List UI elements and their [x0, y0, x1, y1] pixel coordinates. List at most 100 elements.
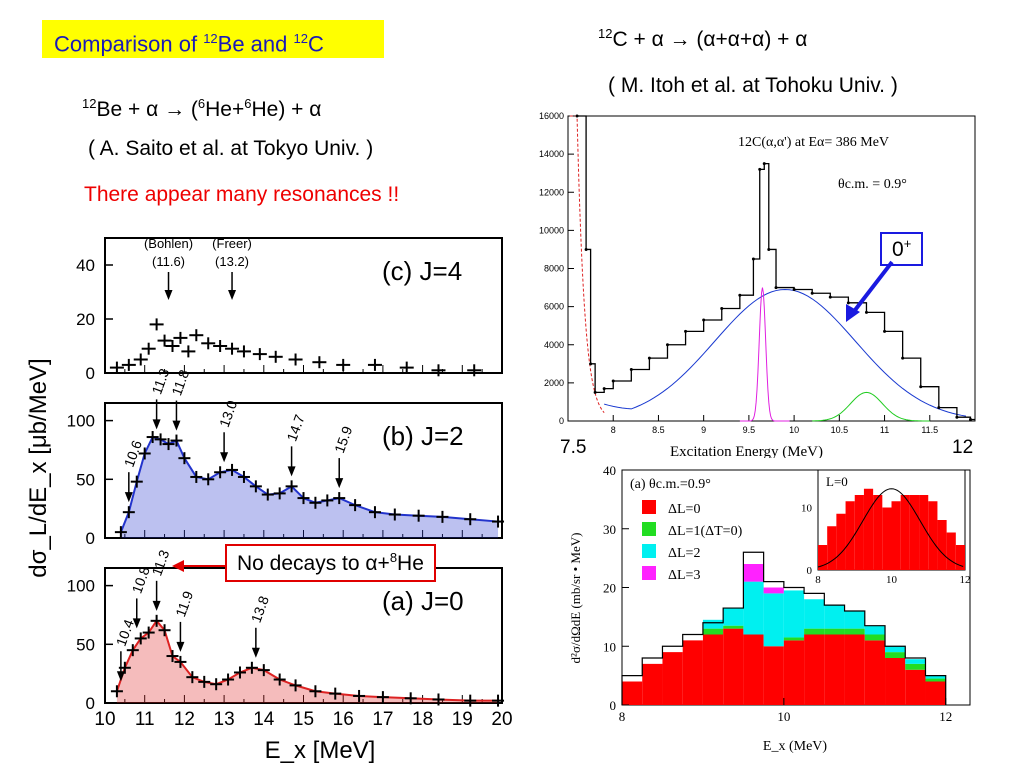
narrow-peak-fit [739, 287, 790, 422]
inset-bar [873, 495, 883, 570]
panel-label: (c) J=4 [382, 256, 462, 286]
stacked-bar [662, 652, 683, 705]
x-tick-label: 10.5 [831, 425, 849, 435]
no-decay-arrow [172, 560, 226, 572]
fit-area [120, 437, 499, 538]
x-tick-label: 11 [880, 425, 889, 435]
peak-arrowhead [176, 641, 185, 652]
x-tick-label: 10 [94, 709, 115, 730]
data-point [901, 356, 905, 360]
stacked-bar [763, 646, 784, 705]
y-tick-label: 20 [603, 581, 616, 596]
stacked-bar [864, 634, 886, 641]
legend-swatch [642, 522, 656, 536]
x-tick-label: 8 [619, 709, 626, 724]
y-tick-label: 16000 [539, 111, 564, 121]
x-tick-label: 15 [293, 709, 314, 730]
stacked-bar [723, 608, 744, 626]
data-point [751, 257, 755, 261]
x-tick-label: 20 [491, 709, 512, 730]
y-tick-label: 30 [603, 522, 616, 537]
peak-arrowhead [116, 671, 125, 682]
dl-histogram-chart: 0 10 20 30 40 8 10 12 E_x (MeV) d²σ/dΩdE (mb/sr •… [568, 463, 971, 754]
y-tick-label: 8000 [544, 264, 564, 274]
peak-label: 14.7 [283, 412, 307, 443]
data-point [955, 415, 959, 419]
stacked-bar [905, 669, 926, 705]
inset-x-tick-label: 8 [815, 574, 821, 586]
y-tick-label: 100 [67, 577, 95, 596]
stacked-bar [783, 637, 805, 641]
data-point [738, 293, 742, 297]
c12-spectrum-chart: 0 2000 4000 6000 8000 10000 12000 14000 16000 8 8.… [539, 111, 976, 458]
stacked-bar [763, 587, 784, 594]
inset-bar [928, 501, 938, 570]
x-tick-label: 12 [174, 709, 195, 730]
y-tick-label: 4000 [544, 340, 564, 350]
x-tick-label: 17 [372, 709, 393, 730]
y-tick-label: 6000 [544, 302, 564, 312]
stacked-bar [804, 634, 825, 705]
x-axis-label: Excitation Energy (MeV) [670, 444, 823, 458]
stacked-bar [682, 640, 703, 705]
stacked-bar [743, 581, 764, 635]
x-tick-label: 19 [452, 709, 473, 730]
data-point [720, 307, 724, 311]
stacked-bar [885, 652, 906, 658]
data-point [846, 301, 850, 305]
stacked-bar [824, 605, 845, 629]
inset-bar [845, 501, 855, 570]
y-tick-label: 100 [67, 412, 95, 431]
legend-label: ΔL=3 [668, 568, 700, 583]
data-histogram [577, 115, 975, 421]
x-tick-label: 11.5 [921, 425, 938, 435]
y-tick-label: 50 [76, 635, 95, 654]
stacked-bar [925, 681, 946, 705]
annotation-label: (Bohlen) [144, 236, 193, 251]
stacked-bar [905, 659, 926, 664]
y-tick-label: 40 [76, 256, 95, 275]
data-point [589, 362, 593, 366]
data-point [792, 287, 796, 291]
y-tick-label: 10 [603, 639, 616, 654]
y-tick-label: 0 [86, 364, 95, 383]
stacked-bar [702, 628, 724, 635]
total-outline [621, 551, 947, 705]
peak-arrowhead [251, 647, 260, 658]
stacked-bar [763, 593, 784, 647]
panel-label: (a) J=0 [382, 586, 464, 616]
zero-plus-arrow [846, 260, 894, 322]
inset-bar [863, 488, 874, 570]
stacked-bar [723, 625, 744, 629]
inset-bar [854, 495, 864, 570]
y-tick-label: 0 [86, 694, 95, 713]
x-tick-label: 9.5 [743, 425, 756, 435]
data-point [647, 356, 651, 360]
data-point [611, 379, 615, 383]
edge-label-right: 12 [952, 437, 973, 458]
x-tick-label: 12 [939, 709, 952, 724]
data-point [767, 247, 771, 251]
stacked-bar [885, 646, 906, 653]
inset-y-tick-label: 10 [801, 503, 813, 515]
annotation-arrowhead [228, 290, 237, 300]
annotation-value: (13.2) [215, 254, 249, 269]
y-tick-label: 0 [610, 698, 617, 713]
inset-bar [900, 495, 910, 570]
y-tick-label: 14000 [539, 149, 564, 159]
x-tick-label: 10 [777, 709, 790, 724]
stacked-bar [743, 634, 764, 705]
stacked-bar [864, 625, 886, 635]
inset-x-tick-label: 10 [886, 574, 898, 586]
stacked-bar [824, 634, 845, 705]
data-point [774, 286, 778, 290]
y-axis-label: dσ_L/dE_x [μb/MeV] [25, 358, 52, 577]
stacked-bar [804, 599, 825, 629]
legend-swatch [642, 566, 656, 580]
data-point [810, 291, 814, 295]
data-point [762, 162, 766, 166]
stacked-bar [844, 611, 865, 629]
data-point [593, 390, 597, 394]
stacked-bar [905, 663, 926, 670]
stacked-bar [844, 628, 865, 635]
